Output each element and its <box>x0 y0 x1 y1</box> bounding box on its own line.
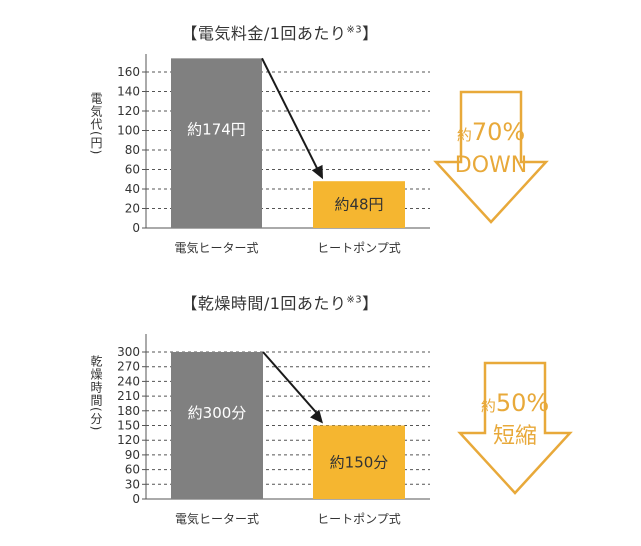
badge-percent: 約50% <box>481 389 549 417</box>
data-label: 約300分 <box>188 404 247 422</box>
badge-prefix: 約 <box>457 126 472 144</box>
badge-percent: 約70% <box>457 118 525 146</box>
category-label: 電気ヒーター式 <box>174 240 258 255</box>
y-tick-label: 60 <box>125 463 140 477</box>
trend-arrow-head <box>311 164 323 180</box>
y-tick-label: 120 <box>117 104 140 118</box>
chart-drying-time: 【乾燥時間/1回あたり※3】 乾燥時間(分) 0 30 60 90 120 150 180 2… <box>0 270 641 546</box>
bar <box>171 352 263 499</box>
y-tick-label: 0 <box>132 221 140 235</box>
category-label: ヒートポンプ式 <box>317 241 401 255</box>
bar <box>313 181 405 228</box>
y-tick-label: 90 <box>125 448 140 462</box>
trend-arrow-line <box>262 351 319 416</box>
y-tick-label: 150 <box>117 419 140 433</box>
title-text: 【電気料金/1回あたり <box>181 24 347 43</box>
y-tick-label: 240 <box>117 374 140 388</box>
chart-electricity: 【電気料金/1回あたり※3】 電気代(円) 0 20 40 60 80 100 120 140… <box>0 0 641 270</box>
y-tick-label: 60 <box>125 163 140 177</box>
y-tick-label: 80 <box>125 143 140 157</box>
y-tick-label: 40 <box>125 182 140 196</box>
y-tick-label: 300 <box>117 345 140 359</box>
down-arrow-icon <box>433 90 549 224</box>
title-text: 【乾燥時間/1回あたり <box>181 294 347 313</box>
y-tick-label: 140 <box>117 85 140 99</box>
y-tick-label: 210 <box>117 389 140 403</box>
title-note: ※3 <box>346 24 363 36</box>
chart-title: 【乾燥時間/1回あたり※3】 <box>150 290 410 314</box>
badge-prefix: 約 <box>481 397 496 415</box>
chart-title: 【電気料金/1回あたり※3】 <box>150 20 410 44</box>
y-tick-label: 100 <box>117 124 140 138</box>
badge-value: 70% <box>472 118 525 146</box>
data-label: 約174円 <box>187 121 246 139</box>
y-tick-label: 30 <box>125 477 140 491</box>
y-axis-label-unit: (円) <box>89 131 103 156</box>
y-tick-label: 20 <box>125 202 140 216</box>
y-axis-label: 乾燥時間(分) <box>89 355 103 432</box>
trend-arrow-line <box>261 57 319 171</box>
y-tick-label: 160 <box>117 65 140 79</box>
data-label: 約48円 <box>334 196 383 214</box>
y-axis-label-text: 乾燥時間 <box>89 355 103 407</box>
trend-arrow-head <box>310 409 323 424</box>
category-label: ヒートポンプ式 <box>317 512 401 526</box>
down-arrow-icon <box>457 361 573 495</box>
badge-value: 50% <box>496 389 549 417</box>
bar <box>313 425 405 499</box>
category-label: 電気ヒーター式 <box>175 511 259 526</box>
y-tick-label: 270 <box>117 360 140 374</box>
y-axis-label-text: 電気代 <box>89 92 103 131</box>
data-label: 約150分 <box>330 453 389 471</box>
bar <box>171 58 262 228</box>
y-tick-label: 180 <box>117 404 140 418</box>
title-note: ※3 <box>346 294 363 306</box>
badge-caption: DOWN <box>455 153 527 178</box>
badge-caption: 短縮 <box>493 424 537 449</box>
y-axis-label-unit: (分) <box>89 407 103 432</box>
y-tick-label: 0 <box>132 492 140 506</box>
y-axis-label: 電気代(円) <box>89 92 103 156</box>
title-end: 】 <box>362 294 379 313</box>
title-end: 】 <box>362 24 379 43</box>
y-tick-label: 120 <box>117 433 140 447</box>
